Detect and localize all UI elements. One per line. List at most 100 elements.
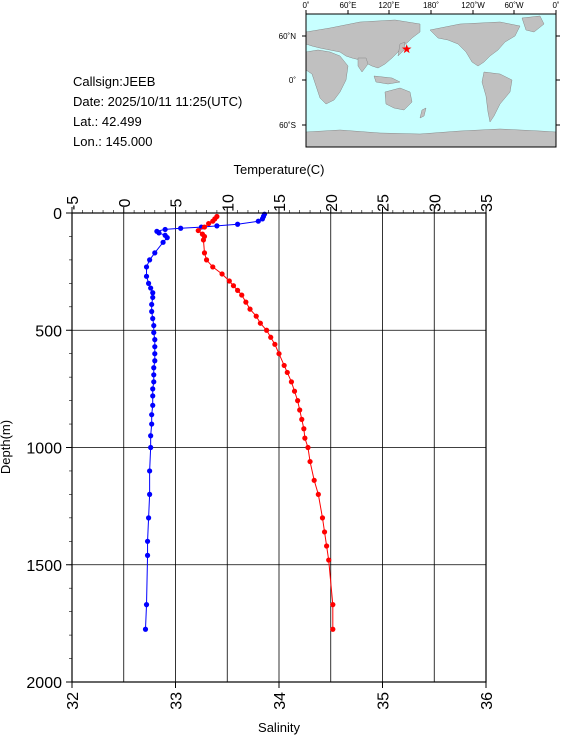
salinity-data-point — [272, 341, 278, 347]
salinity-data-point — [307, 458, 313, 465]
salinity-data-point — [288, 379, 295, 385]
temperature-data-point — [152, 250, 158, 256]
temperature-data-point — [214, 223, 220, 229]
salinity-data-point — [305, 444, 311, 451]
callsign-text: Callsign:JEEB — [73, 74, 155, 89]
temperature-data-point — [145, 280, 152, 286]
salinity-tick-label: 36 — [479, 692, 496, 710]
map-eurasia — [305, 19, 421, 69]
longitude-text: Lon.: 145.000 — [73, 134, 153, 149]
temperature-data-point — [259, 216, 266, 222]
salinity-data-point — [315, 491, 321, 497]
salinity-data-point — [311, 477, 317, 483]
temperature-data-point — [235, 221, 241, 227]
location-map: 0˚ 60˚E 120˚E 180˚ 120˚W 60˚W 0˚ 60˚N 0˚… — [279, 1, 560, 148]
depth-tick-label: 0 — [53, 206, 62, 223]
salinity-data-point — [299, 416, 305, 422]
temperature-data-point — [150, 315, 156, 322]
salinity-data-point — [302, 435, 308, 441]
temperature-data-point — [151, 365, 157, 371]
salinity-data-point — [253, 313, 259, 319]
salinity-data-point — [210, 218, 216, 224]
salinity-data-point — [291, 388, 298, 394]
temperature-data-point — [143, 273, 150, 279]
temperature-data-point — [147, 491, 153, 497]
salinity-data-point — [319, 515, 326, 521]
salinity-data-point — [281, 362, 287, 369]
temperature-data-point — [145, 515, 152, 521]
map-australia — [384, 87, 413, 111]
map-japan — [397, 41, 406, 57]
temperature-data-point — [143, 602, 150, 608]
temperature-data-point — [149, 421, 155, 427]
salinity-data-point — [297, 407, 303, 413]
temperature-data-point — [150, 402, 156, 408]
salinity-data-point — [276, 351, 282, 357]
date-text: Date: 2025/10/11 11:25(UTC) — [73, 94, 242, 109]
map-south-america — [481, 71, 513, 123]
map-north-america — [429, 21, 521, 67]
depth-axis-title: Depth(m) — [0, 420, 13, 474]
map-land — [305, 15, 557, 148]
map-lon-label: 0˚ — [552, 1, 559, 10]
temperature-data-point — [160, 239, 166, 245]
map-new-zealand — [419, 107, 427, 119]
temperature-tick-label: 10 — [220, 194, 237, 212]
temperature-data-point — [144, 552, 151, 558]
map-lon-label: 120˚W — [461, 1, 485, 10]
temperature-data-point — [152, 337, 158, 343]
temperature-data-point — [149, 301, 155, 308]
map-lon-label: 120˚E — [378, 1, 399, 10]
salinity-data-point — [263, 327, 270, 333]
temperature-tick-label: 20 — [324, 194, 341, 212]
station-marker-icon — [401, 44, 412, 54]
salinity-data-point — [243, 299, 249, 305]
temperature-data-point — [149, 308, 155, 315]
temperature-data-point — [164, 235, 170, 241]
temperature-data-point — [148, 285, 154, 291]
depth-tick-label: 2000 — [26, 675, 62, 692]
temperature-data-point — [156, 230, 162, 236]
temperature-tick-label: 0 — [117, 198, 134, 207]
temperature-tick-label: 30 — [427, 194, 444, 212]
salinity-axis-title: Salinity — [258, 720, 300, 735]
salinity-data-point — [210, 264, 216, 270]
depth-tick-label: 1000 — [26, 441, 62, 458]
salinity-tick-label: 35 — [376, 692, 393, 710]
salinity-data-point — [239, 292, 245, 298]
temperature-tick-label: 25 — [376, 194, 393, 212]
salinity-data-point — [195, 227, 201, 234]
temperature-data-point — [142, 626, 149, 632]
temperature-data-point — [148, 444, 154, 451]
temperature-data-point — [152, 351, 158, 357]
salinity-data-point — [257, 320, 263, 326]
latitude-text: Lat.: 42.499 — [73, 114, 142, 129]
temperature-data-point — [150, 294, 156, 301]
salinity-data-point — [235, 287, 241, 293]
temperature-data-point — [150, 393, 156, 399]
temperature-tick-label: 5 — [169, 198, 186, 207]
salinity-data-point — [330, 602, 336, 608]
temperature-data-point — [151, 379, 157, 385]
temperature-data-point — [144, 538, 151, 544]
temperature-data-point — [148, 433, 154, 439]
temperature-data-point — [147, 257, 153, 263]
salinity-data-point — [295, 398, 301, 404]
salinity-data-point — [247, 306, 253, 312]
temperature-data-point — [152, 344, 158, 350]
temperature-data-point — [151, 372, 157, 378]
salinity-data-point — [200, 237, 207, 243]
salinity-data-point — [326, 557, 332, 563]
map-lon-label: 60˚E — [340, 1, 357, 10]
station-info: Callsign:JEEB Date: 2025/10/11 11:25(UTC… — [73, 74, 242, 149]
map-indonesia — [373, 75, 401, 85]
temperature-data-point — [151, 329, 157, 336]
map-india — [357, 57, 369, 73]
salinity-data-point — [201, 224, 208, 230]
temperature-tick-label: 35 — [479, 194, 496, 212]
data-series — [142, 211, 336, 632]
depth-tick-label: 1500 — [26, 558, 62, 575]
temperature-data-point — [150, 290, 156, 296]
